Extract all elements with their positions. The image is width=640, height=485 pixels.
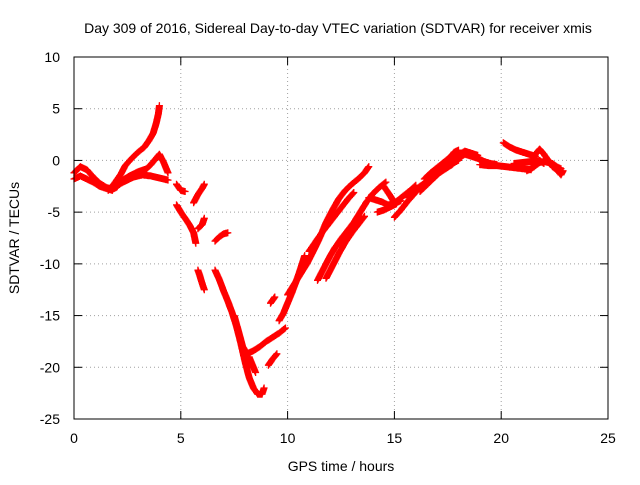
data-points <box>523 158 565 175</box>
series-arc-27 <box>416 147 482 195</box>
x-tick-label: 20 <box>493 430 509 446</box>
y-tick-label: -5 <box>48 204 61 220</box>
data-points <box>322 212 368 282</box>
plot-frame <box>73 56 609 420</box>
y-tick-label: -25 <box>40 411 60 427</box>
y-axis-label: SDTVAR / TECUs <box>6 182 22 294</box>
y-tick-label: 0 <box>52 152 60 168</box>
y-tick-label: -20 <box>40 359 60 375</box>
data-points <box>305 189 358 255</box>
x-tick-label: 5 <box>177 430 185 446</box>
series-arc-19 <box>305 189 358 255</box>
series-arc-6 <box>173 180 189 195</box>
data-points <box>267 293 279 307</box>
x-axis-label: GPS time / hours <box>288 458 395 474</box>
series-arc-7 <box>173 201 200 247</box>
data-points <box>420 146 462 183</box>
series-arc-9 <box>194 214 208 233</box>
series-arc-20 <box>314 178 390 284</box>
x-tick-label: 25 <box>600 430 616 446</box>
y-tick-label: 10 <box>44 49 60 65</box>
data-points <box>173 180 189 195</box>
x-tick-label: 0 <box>70 430 78 446</box>
series-arc-16 <box>267 293 279 307</box>
data-points <box>173 201 200 247</box>
series-arc-21 <box>322 212 368 282</box>
data-points <box>230 312 289 358</box>
y-tick-label: -10 <box>40 256 60 272</box>
y-tick-label: -15 <box>40 308 60 324</box>
data-points <box>194 214 208 233</box>
series-arc-24 <box>380 181 420 207</box>
chart-title: Day 309 of 2016, Sidereal Day-to-day VTE… <box>84 20 592 36</box>
data-points <box>416 147 482 195</box>
x-tick-label: 15 <box>387 430 403 446</box>
series-arc-15 <box>264 350 281 369</box>
data-points <box>190 180 208 207</box>
data-points <box>113 171 172 189</box>
series-arc-8 <box>190 180 208 207</box>
series-arc-5 <box>113 171 172 189</box>
series-arc-11 <box>211 229 232 245</box>
x-tick-label: 10 <box>280 430 296 446</box>
series-arc-28 <box>420 146 462 183</box>
data-points <box>264 350 281 369</box>
data-points <box>314 178 390 284</box>
data-points <box>245 353 260 376</box>
series-arc-14 <box>245 353 260 376</box>
data-points <box>211 229 232 245</box>
data-points <box>194 266 208 294</box>
series-arc-10 <box>194 266 208 294</box>
data-points <box>380 181 420 207</box>
y-tick-label: 5 <box>52 101 60 117</box>
data-markers <box>70 102 567 398</box>
series-arc-33 <box>523 158 565 175</box>
series-arc-13 <box>230 312 289 358</box>
axis-ticks: 0 5 10 15 20 25 -25 -20 -15 -10 -5 0 5 10 <box>40 49 616 446</box>
